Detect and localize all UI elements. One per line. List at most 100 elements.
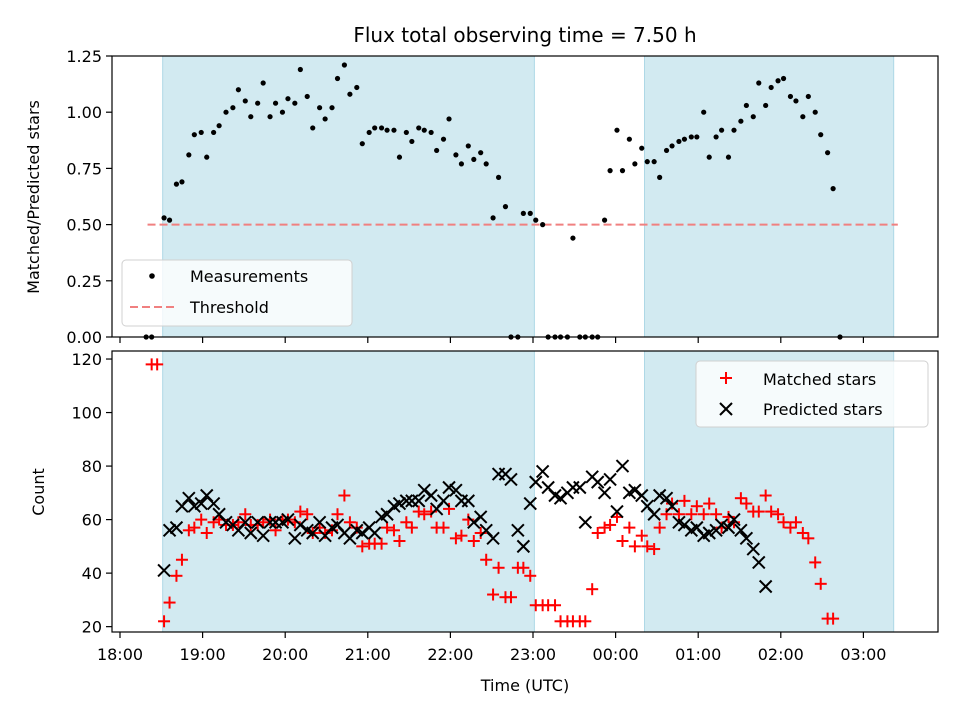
y-tick-label: 40 bbox=[82, 564, 102, 583]
matched-star-point bbox=[827, 612, 840, 625]
measurement-point bbox=[354, 84, 360, 91]
bottom-legend: Matched stars Predicted stars bbox=[695, 360, 929, 428]
predicted-star-point bbox=[523, 496, 537, 511]
measurement-point bbox=[483, 161, 489, 167]
predicted-star-point bbox=[399, 494, 414, 508]
measurement-point bbox=[738, 118, 744, 124]
predicted-star-point bbox=[256, 528, 270, 543]
measurement-point bbox=[694, 134, 700, 140]
measurement-point bbox=[639, 145, 645, 151]
predicted-star-point bbox=[169, 520, 184, 535]
matched-star-point bbox=[338, 489, 351, 502]
predicted-star-point bbox=[746, 542, 760, 556]
predicted-star-point bbox=[467, 515, 481, 529]
predicted-star-point bbox=[206, 496, 221, 511]
measurement-point bbox=[793, 98, 799, 104]
measurement-point bbox=[372, 125, 378, 131]
measurement-point bbox=[527, 210, 533, 216]
x-tick-label: 18:00 bbox=[97, 645, 143, 664]
matched-star-point bbox=[703, 497, 716, 510]
predicted-star-point bbox=[665, 499, 679, 513]
matched-star-point bbox=[504, 591, 517, 604]
matched-star-point bbox=[604, 518, 617, 531]
predicted-star-point bbox=[263, 515, 277, 529]
predicted-star-point bbox=[306, 526, 320, 540]
top-legend: Measurements Threshold bbox=[121, 259, 353, 327]
legend-measurements-label: Measurements bbox=[190, 267, 308, 286]
matched-star-point bbox=[301, 508, 314, 521]
measurement-point bbox=[384, 127, 390, 133]
y-tick-label: 0.00 bbox=[66, 328, 102, 347]
matched-star-point bbox=[400, 516, 413, 529]
predicted-star-point bbox=[590, 475, 605, 489]
matched-star-point bbox=[487, 588, 500, 601]
x-axis-label: Time (UTC) bbox=[480, 676, 569, 695]
top-y-axis-label: Matched/Predicted stars bbox=[24, 100, 43, 294]
matched-star-point bbox=[207, 516, 220, 529]
measurement-point bbox=[334, 75, 341, 82]
predicted-star-point bbox=[442, 480, 456, 495]
predicted-star-point bbox=[412, 494, 426, 508]
measurement-point bbox=[198, 129, 204, 136]
measurement-point bbox=[676, 138, 682, 145]
measurement-point bbox=[644, 159, 650, 165]
predicted-star-point bbox=[652, 488, 667, 503]
measurement-point bbox=[186, 152, 192, 158]
measurement-point bbox=[533, 217, 539, 223]
top-plot-frame bbox=[111, 55, 939, 338]
y-tick-label: 1.00 bbox=[66, 103, 102, 122]
y-tick-label: 0.75 bbox=[66, 159, 102, 178]
observing-window-1 bbox=[644, 56, 894, 337]
y-tick-label: 120 bbox=[71, 350, 102, 369]
predicted-star-point bbox=[187, 499, 202, 513]
measurement-point bbox=[341, 62, 347, 68]
matched-star-point bbox=[257, 516, 270, 529]
matched-star-point bbox=[158, 615, 171, 628]
matched-star-point bbox=[549, 599, 562, 612]
predicted-star-point bbox=[628, 483, 642, 497]
y-tick-label: 0.25 bbox=[66, 272, 102, 291]
predicted-star-point bbox=[516, 539, 531, 554]
predicted-star-point bbox=[635, 488, 649, 503]
legend-matched-marker bbox=[720, 372, 732, 384]
predicted-star-point bbox=[162, 523, 177, 538]
predicted-star-point bbox=[238, 515, 252, 529]
matched-star-point bbox=[517, 561, 530, 574]
measurement-point bbox=[204, 154, 210, 160]
predicted-star-point bbox=[721, 520, 736, 535]
measurement-point bbox=[768, 84, 774, 91]
y-tick-label: 60 bbox=[82, 511, 102, 530]
matched-star-point bbox=[777, 516, 790, 529]
matched-star-point bbox=[641, 540, 654, 553]
measurement-point bbox=[304, 93, 310, 100]
measurement-point bbox=[297, 66, 303, 73]
predicted-star-point bbox=[702, 526, 716, 540]
predicted-star-point bbox=[553, 491, 568, 505]
matched-star-point bbox=[710, 508, 723, 521]
measurement-point bbox=[230, 105, 236, 111]
predicted-star-point bbox=[449, 483, 463, 497]
measurement-point bbox=[285, 96, 291, 102]
measurement-point bbox=[756, 80, 762, 86]
measurement-point bbox=[310, 125, 316, 131]
matched-star-point bbox=[809, 556, 822, 569]
measurement-point bbox=[619, 168, 626, 174]
predicted-star-point bbox=[250, 515, 265, 529]
x-tick-label: 23:00 bbox=[510, 645, 556, 664]
measurement-point bbox=[255, 100, 261, 106]
x-tick-label: 00:00 bbox=[593, 645, 639, 664]
measurement-point bbox=[179, 179, 185, 185]
matched-star-point bbox=[331, 508, 344, 521]
measurement-point bbox=[403, 129, 409, 136]
predicted-star-point bbox=[578, 515, 593, 529]
measurement-point bbox=[800, 114, 806, 120]
predicted-star-point bbox=[157, 563, 171, 578]
matched-star-point bbox=[802, 532, 815, 545]
measurement-point bbox=[540, 222, 546, 228]
measurement-point bbox=[763, 102, 769, 109]
measurement-point bbox=[396, 154, 403, 160]
predicted-star-point bbox=[417, 483, 431, 497]
matched-star-point bbox=[598, 521, 611, 534]
predicted-star-point bbox=[615, 459, 630, 473]
measurement-point bbox=[359, 141, 365, 147]
